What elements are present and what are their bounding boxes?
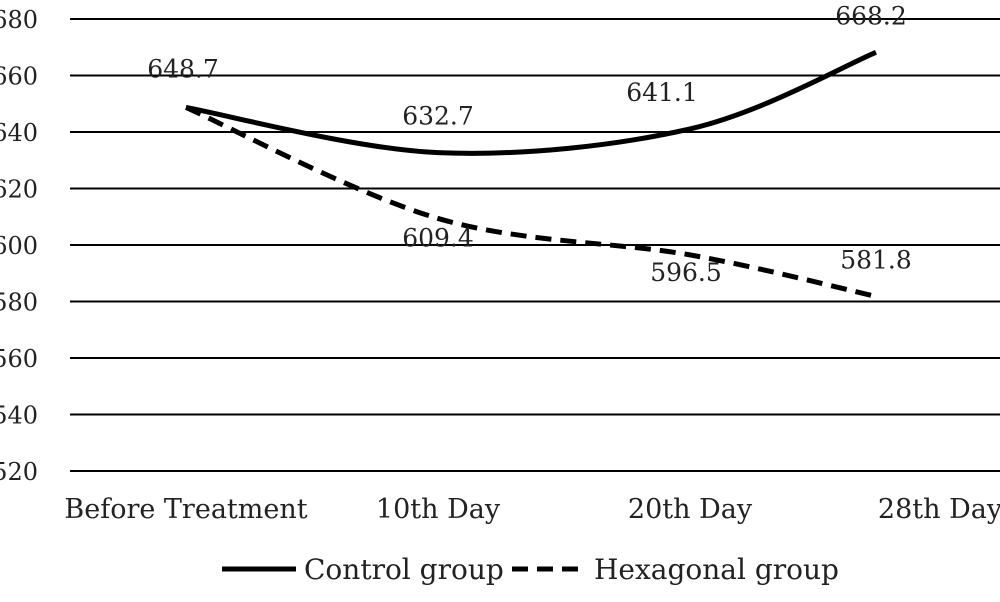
legend-label: Hexagonal group <box>594 553 839 586</box>
data-label: 641.1 <box>626 78 698 107</box>
data-label: 581.8 <box>840 245 912 274</box>
data-label: 632.7 <box>402 102 474 131</box>
x-axis-ticks: Before Treatment 10th Day 20th Day 28th Day <box>64 494 1000 525</box>
data-label: 668.2 <box>835 1 907 30</box>
data-label: 609.4 <box>402 223 474 252</box>
y-tick-label: 540 <box>0 402 38 430</box>
data-labels: 648.7 632.7 641.1 668.2 609.4 596.5 581.8 <box>147 1 912 287</box>
x-tick-label: 28th Day <box>878 494 1000 525</box>
series-line-control-group <box>185 50 877 156</box>
y-tick-label: 560 <box>0 345 38 373</box>
series-line-hexagonal-group <box>184 105 877 299</box>
y-tick-label: 600 <box>0 232 38 260</box>
gridlines <box>70 18 1000 472</box>
data-label: 648.7 <box>147 54 219 83</box>
y-tick-label: 620 <box>0 176 38 204</box>
y-tick-label: 520 <box>0 458 38 486</box>
x-tick-label: 10th Day <box>376 494 501 525</box>
x-tick-label: 20th Day <box>628 494 753 525</box>
x-tick-label: Before Treatment <box>64 494 307 525</box>
y-tick-label: 680 <box>0 6 38 34</box>
y-axis-ticks: 520 540 560 580 600 620 640 660 680 <box>0 6 38 486</box>
series-lines <box>184 50 877 299</box>
y-tick-label: 660 <box>0 63 38 91</box>
data-label: 596.5 <box>650 258 722 287</box>
y-tick-label: 580 <box>0 289 38 317</box>
legend-label: Control group <box>304 553 504 586</box>
y-tick-label: 640 <box>0 119 38 147</box>
legend: Control group Hexagonal group <box>222 553 839 586</box>
